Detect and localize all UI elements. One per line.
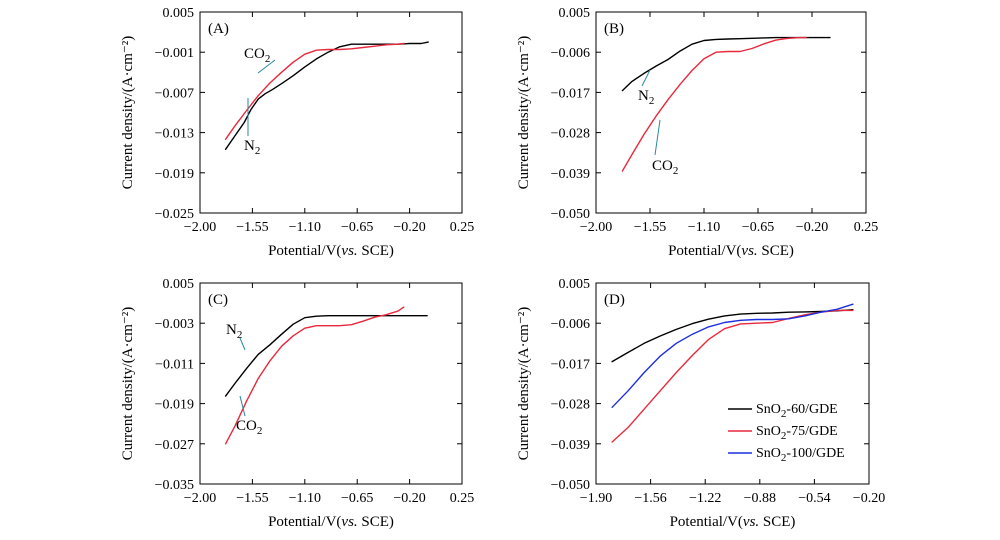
- y-axis-title: Current density/(A·cm⁻²): [516, 36, 532, 190]
- x-tick-label: −0.88: [744, 491, 776, 506]
- x-tick-label: −0.54: [798, 491, 830, 506]
- y-tick-label: −0.013: [155, 127, 194, 142]
- y-tick-label: 0.005: [163, 6, 195, 21]
- x-axis-title: Potential/V(vs. SCE): [268, 243, 394, 259]
- annotation-leader: [654, 119, 661, 156]
- annotation-leader: [239, 337, 246, 351]
- annotation-leader: [641, 69, 651, 87]
- x-tick-label: −2.00: [580, 220, 612, 235]
- annotation-label: N2: [638, 88, 654, 107]
- panel-label: (D): [604, 292, 625, 308]
- y-axis-title: Current density/(A·cm⁻²): [516, 307, 532, 461]
- x-tick-label: −2.00: [184, 220, 216, 235]
- x-tick-label: −1.55: [236, 220, 268, 235]
- y-tick-label: −0.019: [155, 398, 194, 413]
- panel-label: (A): [208, 21, 229, 37]
- y-tick-label: −0.027: [155, 438, 194, 453]
- y-tick-label: −0.001: [155, 46, 194, 61]
- y-tick-label: 0.005: [559, 277, 591, 292]
- annotation-leader: [239, 395, 246, 417]
- series-line-2: [611, 309, 854, 443]
- annotation-label: CO2: [236, 418, 262, 437]
- x-axis-title: Potential/V(vs. SCE): [668, 243, 794, 259]
- x-tick-label: −0.20: [393, 491, 425, 506]
- y-tick-label: −0.050: [551, 207, 590, 222]
- y-tick-label: −0.039: [551, 167, 590, 182]
- x-tick-label: −1.55: [236, 491, 268, 506]
- y-tick-label: 0.005: [163, 277, 195, 292]
- annotation-label: N2: [226, 322, 242, 341]
- plot-frame: [199, 282, 463, 485]
- x-tick-label: −0.20: [796, 220, 828, 235]
- series-line-2: [224, 42, 405, 140]
- y-tick-label: −0.019: [155, 167, 194, 182]
- panel-b: −2.00 −1.55 −1.10 −0.65 −0.20 0.25 0.005 −0.006…: [516, 6, 878, 259]
- panel-label: (B): [604, 21, 624, 37]
- y-tick-label: −0.003: [155, 317, 194, 332]
- panel-label: (C): [208, 292, 228, 308]
- y-tick-label: −0.028: [551, 127, 590, 142]
- annotation-label: CO2: [244, 46, 270, 65]
- y-tick-label: −0.011: [155, 357, 194, 372]
- x-tick-label: −1.10: [289, 491, 321, 506]
- y-tick-label: −0.007: [155, 86, 194, 101]
- panel-d: −1.90 −1.56 −1.22 −0.88 −0.54 −0.20 0.005 −0.00…: [516, 277, 885, 530]
- x-tick-label: −0.20: [853, 491, 885, 506]
- plot-frame: [595, 11, 867, 214]
- x-tick-label: −0.65: [341, 491, 373, 506]
- panel-a: −2.00 −1.55 −1.10 −0.65 −0.20 0.25 0.005 −0.001…: [120, 6, 474, 259]
- x-tick-label: −1.55: [634, 220, 666, 235]
- series-line-2: [224, 306, 405, 445]
- legend: SnO2-60/GDE SnO2-75/GDE SnO2-100/GDE: [728, 402, 845, 464]
- legend-label: SnO2-75/GDE: [756, 424, 838, 442]
- x-tick-label: 0.25: [450, 220, 475, 235]
- x-tick-label: −1.10: [688, 220, 720, 235]
- y-tick-label: −0.006: [551, 46, 590, 61]
- x-axis-title: Potential/V(vs. SCE): [268, 514, 394, 530]
- y-tick-label: −0.017: [551, 357, 590, 372]
- x-tick-label: −2.00: [184, 491, 216, 506]
- x-tick-label: −0.65: [742, 220, 774, 235]
- annotation-label: N2: [244, 138, 260, 157]
- y-tick-label: −0.035: [155, 478, 194, 493]
- x-tick-label: −1.22: [689, 491, 721, 506]
- y-tick-label: −0.025: [155, 207, 194, 222]
- legend-label: SnO2-60/GDE: [756, 402, 838, 420]
- y-axis-title: Current density/(A·cm⁻²): [120, 36, 136, 190]
- x-tick-label: 0.25: [854, 220, 879, 235]
- x-tick-label: −1.56: [634, 491, 666, 506]
- y-axis-title: Current density/(A·cm⁻²): [120, 307, 136, 461]
- series-line-2: [621, 36, 807, 172]
- annotation-leader: [257, 59, 276, 74]
- y-tick-label: −0.006: [551, 317, 590, 332]
- x-axis-title: Potential/V(vs. SCE): [670, 514, 796, 530]
- y-tick-label: −0.039: [551, 438, 590, 453]
- x-tick-label: −1.10: [289, 220, 321, 235]
- plot-frame: [199, 11, 463, 214]
- x-tick-label: −1.90: [580, 491, 612, 506]
- series-line-1: [611, 309, 854, 363]
- x-tick-label: 0.25: [450, 491, 475, 506]
- plot-frame: [595, 282, 870, 485]
- legend-label: SnO2-100/GDE: [756, 446, 845, 464]
- series-line-1: [224, 315, 428, 397]
- y-tick-label: −0.017: [551, 86, 590, 101]
- x-tick-label: −0.20: [393, 220, 425, 235]
- y-tick-label: −0.028: [551, 398, 590, 413]
- y-tick-label: −0.050: [551, 478, 590, 493]
- series-line-1: [621, 36, 831, 92]
- series-line-3: [611, 303, 854, 408]
- annotation-label: CO2: [652, 158, 678, 177]
- x-tick-label: −0.65: [341, 220, 373, 235]
- panel-c: −2.00 −1.55 −1.10 −0.65 −0.20 0.25 0.005 −0.003…: [120, 277, 474, 530]
- y-tick-label: 0.005: [559, 6, 591, 21]
